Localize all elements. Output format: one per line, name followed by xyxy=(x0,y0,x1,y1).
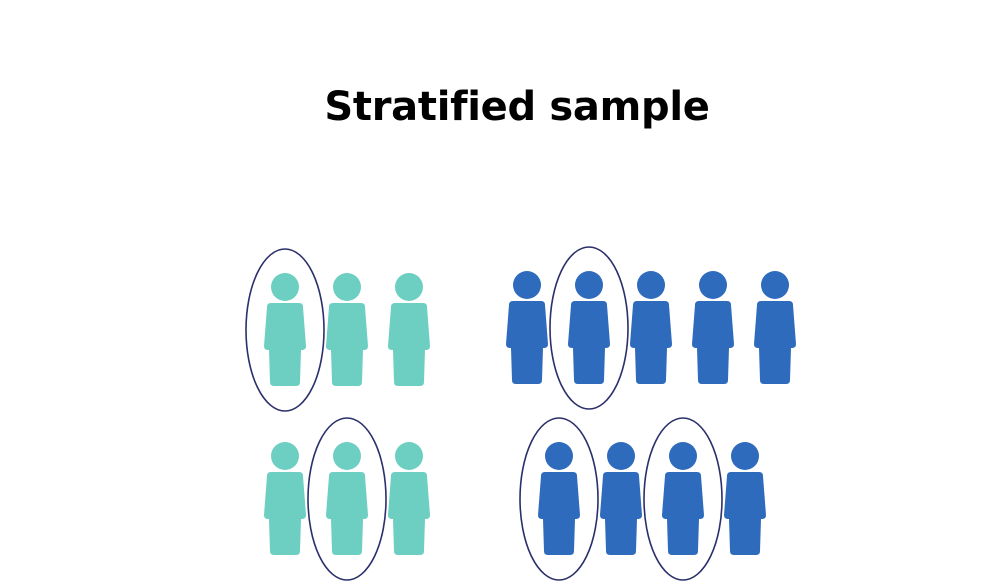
person-icon xyxy=(326,273,368,386)
selection-ellipse xyxy=(245,248,325,412)
person-icon xyxy=(388,442,430,555)
person-icon xyxy=(326,442,368,555)
selection-ellipse xyxy=(307,417,387,581)
person-icon xyxy=(264,273,306,386)
person-icon xyxy=(600,442,642,555)
stratum-b-group xyxy=(506,246,796,581)
person-icon xyxy=(538,442,580,555)
selection-ellipse xyxy=(519,417,599,581)
person-icon xyxy=(264,442,306,555)
person-icon xyxy=(388,273,430,386)
selection-ellipse xyxy=(643,417,723,581)
person-icon xyxy=(724,442,766,555)
person-icon xyxy=(662,442,704,555)
stratum-a-group xyxy=(245,248,430,581)
person-icon xyxy=(692,271,734,384)
person-icon xyxy=(630,271,672,384)
person-icon xyxy=(754,271,796,384)
people-layer xyxy=(245,246,796,581)
diagram-title: Stratified sample xyxy=(324,84,710,130)
person-icon xyxy=(568,271,610,384)
person-icon xyxy=(506,271,548,384)
selection-ellipse xyxy=(549,246,629,410)
